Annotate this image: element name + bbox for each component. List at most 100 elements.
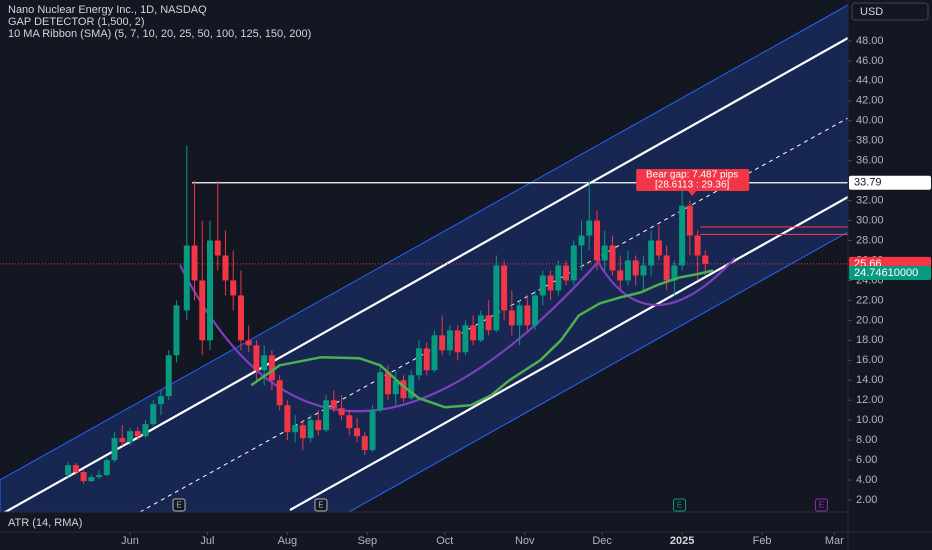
y-tick-label: 12.00 (856, 394, 884, 406)
candle-body (470, 325, 477, 341)
event-marker (673, 498, 687, 512)
candle-body (655, 240, 662, 256)
candle-body (462, 325, 469, 353)
x-tick-label: Oct (436, 535, 453, 547)
y-tick-label: 2.00 (856, 494, 877, 506)
candle-body (199, 280, 206, 341)
candle-body (214, 240, 221, 256)
y-tick-label: 44.00 (856, 75, 884, 87)
candle-body (408, 375, 415, 399)
candle-body (207, 240, 214, 341)
candle-body (532, 295, 539, 326)
x-tick-label: Feb (753, 535, 772, 547)
candle-body (157, 396, 164, 405)
candle-body (415, 348, 422, 376)
candle-body (392, 380, 399, 395)
event-label: E (318, 501, 323, 510)
price-label: 24.74610000 (854, 267, 918, 279)
event-marker (814, 498, 828, 512)
candle-body (245, 340, 252, 346)
gap-label: Bear gap: 7.487 pips (646, 170, 738, 181)
event-marker (172, 498, 186, 512)
candle-body (400, 380, 407, 399)
candle-body (253, 345, 260, 371)
candle-body (142, 424, 149, 437)
candle-body (165, 355, 172, 397)
y-tick-label: 8.00 (856, 434, 877, 446)
gap-range-label: [28.6113 : 29.36] (655, 180, 730, 191)
candle-body (111, 438, 118, 461)
x-tick-label: Sep (358, 535, 378, 547)
gap-label-pointer (688, 190, 697, 196)
candle-body (446, 330, 453, 351)
y-tick-label: 40.00 (856, 115, 884, 127)
ma-line (250, 269, 714, 409)
candle-body (563, 265, 570, 281)
event-label: E (819, 501, 824, 510)
y-tick-label: 38.00 (856, 135, 884, 147)
candle-body (354, 428, 361, 437)
candle-body (80, 472, 87, 482)
x-tick-label: Aug (278, 535, 298, 547)
candle-body (485, 315, 492, 331)
candle-body (299, 425, 306, 439)
candle-body (555, 265, 562, 291)
candle-body (570, 245, 577, 281)
candle-body (493, 265, 500, 331)
candle-body (648, 240, 655, 266)
indicator-label: 10 MA Ribbon (SMA) (5, 7, 10, 20, 25, 50… (8, 28, 311, 40)
event-label: E (677, 501, 682, 510)
candle-body (547, 275, 554, 291)
candle-body (663, 255, 670, 281)
y-tick-label: 10.00 (856, 414, 884, 426)
event-label: E (176, 501, 181, 510)
candle-body (330, 400, 337, 409)
candle-body (222, 255, 229, 281)
plot (0, 145, 848, 485)
price-label-box (849, 266, 931, 281)
candle-body (377, 372, 384, 411)
lower-pane-label: ATR (14, RMA) (8, 517, 82, 529)
candle-body (65, 465, 72, 476)
candle-body (423, 348, 430, 371)
y-tick-label: 48.00 (856, 35, 884, 47)
y-tick-label: 20.00 (856, 314, 884, 326)
candle-body (361, 436, 368, 451)
candle-body (237, 295, 244, 341)
candle-body (96, 475, 103, 478)
candle-body (439, 335, 446, 351)
candle-body (323, 400, 330, 431)
candle-body (671, 265, 678, 281)
y-tick-label: 28.00 (856, 234, 884, 246)
candle-body (601, 245, 608, 261)
candle-body (586, 220, 593, 236)
event-marker (314, 498, 328, 512)
x-tick-label: Dec (592, 535, 612, 547)
y-tick-label: 42.00 (856, 95, 884, 107)
x-tick-label: Mar (825, 535, 844, 547)
candle-body (702, 255, 709, 264)
candle-body (72, 465, 79, 473)
price-label: 33.79 (854, 177, 882, 189)
y-tick-label: 6.00 (856, 454, 877, 466)
arc-drawing (179, 259, 601, 413)
candle-body (501, 265, 508, 311)
currency-box[interactable] (851, 2, 929, 21)
y-tick-label: 16.00 (856, 354, 884, 366)
candle-body (346, 415, 353, 429)
candle-body (230, 280, 237, 296)
candle-body (617, 270, 624, 281)
candle-body (524, 305, 531, 326)
channel-upper-line (3, 37, 848, 512)
x-tick-label: Jun (121, 535, 139, 547)
candle-body (103, 460, 110, 476)
candle-body (454, 330, 461, 353)
candle-body (694, 235, 701, 256)
candle-body (431, 335, 438, 371)
y-tick-label: 22.00 (856, 294, 884, 306)
candle-body (315, 420, 322, 431)
candle-body (385, 372, 392, 395)
candle-body (127, 431, 134, 443)
